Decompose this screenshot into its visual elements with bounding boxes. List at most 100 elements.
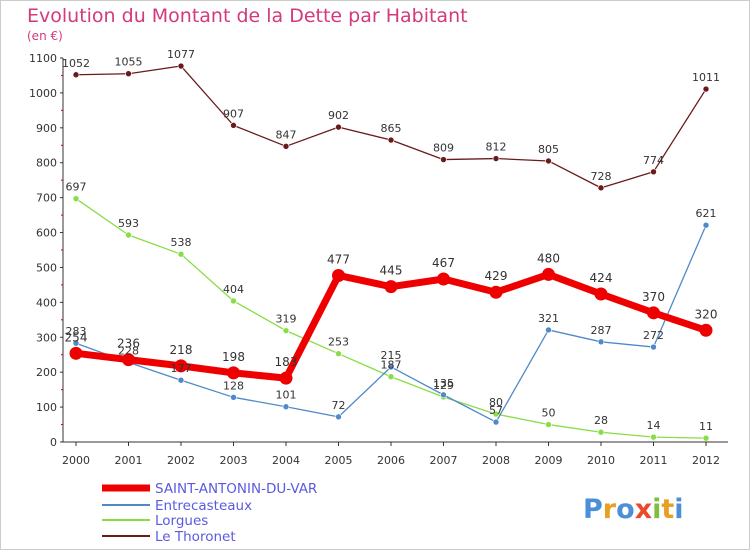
chart-title: Evolution du Montant de la Dette par Hab… <box>27 5 468 27</box>
unit-label: (en €) <box>27 29 63 43</box>
data-point <box>647 306 660 320</box>
data-label: 774 <box>643 154 664 167</box>
data-point <box>492 410 500 418</box>
data-point <box>122 353 135 367</box>
data-label: 812 <box>486 141 507 154</box>
data-label: 847 <box>276 128 297 141</box>
data-point <box>174 359 188 373</box>
y-tick-label: 300 <box>36 331 57 344</box>
data-label: 135 <box>433 377 454 390</box>
series-layer <box>69 62 713 442</box>
data-label: 809 <box>433 142 454 155</box>
logo-text: Proxiti <box>583 494 684 525</box>
data-point <box>125 231 132 239</box>
data-point <box>72 339 80 347</box>
y-tick-label: 400 <box>36 296 57 309</box>
data-label: 1011 <box>692 71 720 84</box>
y-tick-label: 100 <box>36 401 57 414</box>
data-point <box>545 157 552 165</box>
data-point <box>335 413 342 421</box>
x-tick-label: 2012 <box>692 454 720 467</box>
data-label: 198 <box>222 350 245 364</box>
data-label: 253 <box>328 336 349 349</box>
y-tick-label: 900 <box>36 122 57 135</box>
data-point <box>492 418 500 426</box>
data-label: 57 <box>489 404 503 417</box>
y-tick-label: 1100 <box>29 52 57 65</box>
data-point <box>279 371 293 385</box>
data-label: 480 <box>537 251 560 265</box>
data-label: 321 <box>538 312 559 325</box>
data-label: 272 <box>643 329 664 342</box>
data-point <box>177 376 185 384</box>
data-label: 445 <box>380 264 403 278</box>
data-label: 865 <box>381 122 402 135</box>
data-point <box>282 327 290 334</box>
data-point <box>650 343 657 351</box>
data-point <box>230 297 237 305</box>
legend-label: Entrecasteaux <box>155 498 252 514</box>
x-tick-label: 2001 <box>115 454 143 467</box>
x-tick-label: 2009 <box>535 454 563 467</box>
data-label: 424 <box>590 271 613 285</box>
data-point <box>332 268 345 282</box>
data-point <box>702 85 710 93</box>
data-point <box>545 421 552 428</box>
data-label: 477 <box>327 252 350 266</box>
data-point <box>650 433 657 441</box>
data-point <box>702 221 710 229</box>
x-tick-label: 2006 <box>377 454 405 467</box>
x-tick-label: 2000 <box>62 454 90 467</box>
data-point <box>230 122 237 129</box>
x-tick-label: 2011 <box>640 454 668 467</box>
data-point <box>597 184 605 192</box>
x-tick-label: 2004 <box>272 454 300 467</box>
y-tick-label: 500 <box>36 261 57 274</box>
data-label: 14 <box>647 419 661 432</box>
data-point <box>282 143 290 150</box>
data-label: 129 <box>433 379 454 392</box>
x-tick-label: 2005 <box>325 454 353 467</box>
data-point <box>492 155 500 162</box>
data-label: 50 <box>542 407 556 420</box>
data-label: 128 <box>223 379 244 392</box>
data-point <box>597 428 605 436</box>
data-label: 805 <box>538 143 559 156</box>
data-point <box>699 323 713 337</box>
proxiti-logo: Proxiti <box>583 494 684 525</box>
x-tick-label: 2008 <box>482 454 510 467</box>
data-point <box>594 287 608 301</box>
data-point <box>384 280 398 294</box>
x-tick-label: 2003 <box>220 454 248 467</box>
data-label: 319 <box>276 313 297 326</box>
legend-label: Le Thoronet <box>155 529 236 545</box>
data-label: 467 <box>432 256 455 270</box>
y-tick-label: 600 <box>36 227 57 240</box>
data-point <box>387 136 395 144</box>
data-label: 370 <box>642 290 665 304</box>
data-label: 215 <box>381 349 402 362</box>
data-label: 287 <box>591 324 612 337</box>
y-tick-label: 800 <box>36 157 57 170</box>
x-tick-label: 2007 <box>430 454 458 467</box>
data-point <box>335 350 342 357</box>
data-label: 593 <box>118 217 139 230</box>
data-label: 28 <box>594 414 608 427</box>
data-label: 728 <box>591 170 612 183</box>
data-point <box>177 250 185 258</box>
data-label: 228 <box>118 344 139 357</box>
data-label: 907 <box>223 107 244 120</box>
data-point <box>489 285 503 299</box>
data-point <box>177 62 185 70</box>
data-point <box>125 70 132 78</box>
x-tick-label: 2010 <box>587 454 615 467</box>
data-point <box>227 366 240 380</box>
data-label: 72 <box>332 399 346 412</box>
data-label: 902 <box>328 109 349 122</box>
legend: SAINT-ANTONIN-DU-VAREntrecasteauxLorgues… <box>102 481 317 545</box>
data-label: 429 <box>485 269 508 283</box>
